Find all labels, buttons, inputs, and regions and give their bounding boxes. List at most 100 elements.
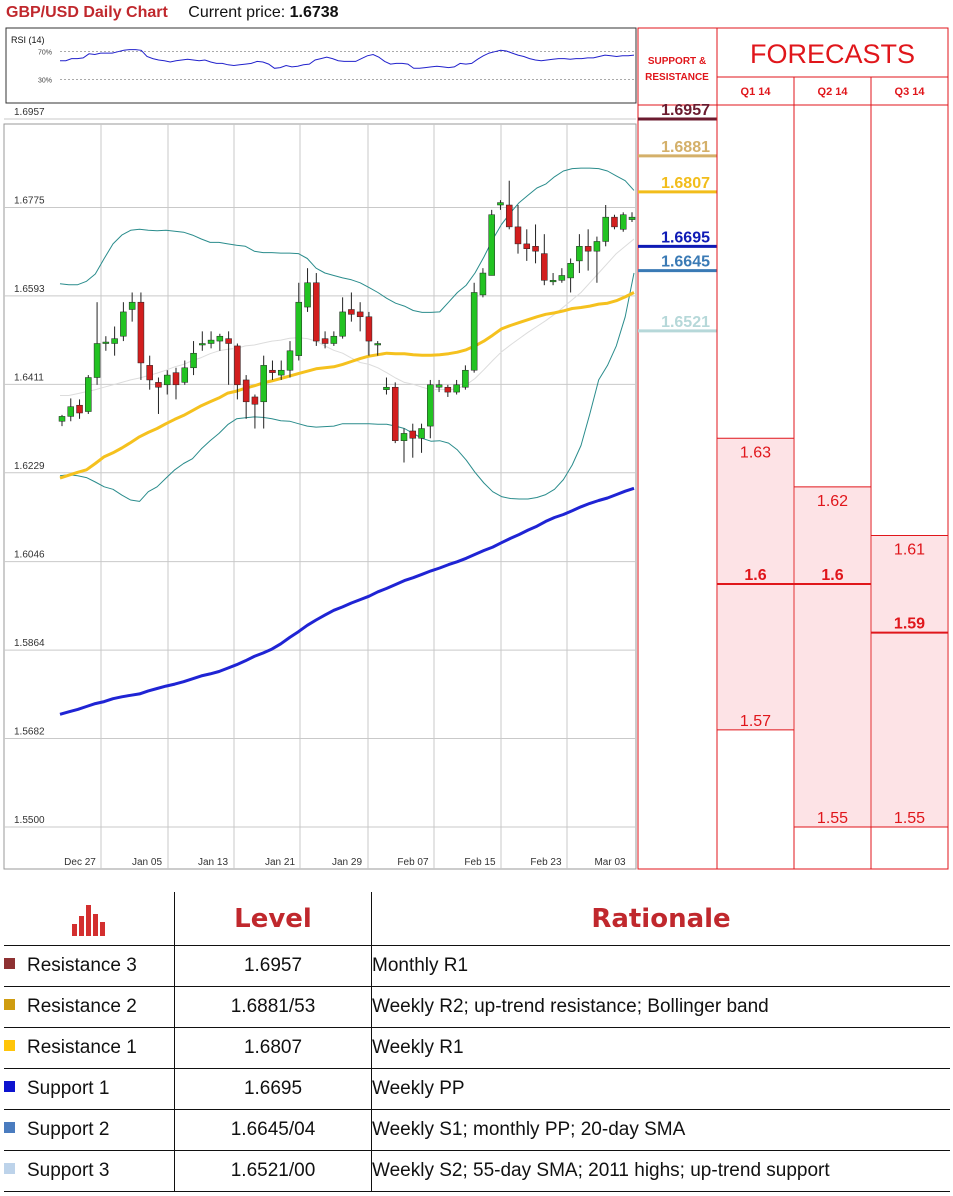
level-color-swatch [4,999,15,1011]
candle [453,379,460,395]
candle-body [163,374,171,386]
candle [216,333,224,351]
candle-body [181,367,189,383]
sma-grey-line [60,238,635,396]
candle-body [374,343,381,346]
candle [225,331,232,385]
candle [137,292,145,380]
x-tick-label: Jan 05 [132,857,162,868]
candle [549,273,557,286]
candle [286,341,294,378]
candle [558,268,566,283]
levels-table-row: Support 3 1.6521/00 Weekly S2; 55-day SMA;… [4,1150,950,1192]
x-tick-label: Jan 29 [332,857,362,868]
candle-body [514,226,522,245]
candle [593,236,601,283]
level-name: Resistance 1 [27,1037,137,1058]
candle [234,343,241,400]
candle-body [146,365,153,381]
candle [462,365,469,390]
candle [260,355,267,429]
level-rationale-cell: Weekly S2; 55-day SMA; 2011 highs; up-tr… [371,1150,950,1192]
candle [85,375,92,414]
candle [391,382,399,444]
candle-body [242,379,250,403]
candle [348,292,355,322]
sr-level-label: 1.6881 [661,139,710,156]
candle [523,229,531,261]
y-tick-label: 1.6957 [14,107,45,118]
candle [304,268,311,312]
candle-body [444,386,452,393]
level-color-swatch [4,1040,15,1052]
indicator-lines [59,167,635,716]
forecast-high-label: 1.62 [817,493,848,510]
level-rationale-cell: Weekly S1; monthly PP; 20-day SMA [371,1109,950,1151]
level-name-cell: Support 2 [4,1109,175,1151]
candle [602,205,609,247]
candle [146,355,153,390]
candle [181,360,189,385]
candle [172,367,180,400]
level-column-header: Level [174,892,372,946]
forecast-low-label: 1.55 [817,810,848,827]
x-tick-label: Feb 23 [530,857,562,868]
candle-body [111,338,118,344]
candle [111,326,118,356]
sr-level-label: 1.6807 [661,175,710,192]
candle-body [313,282,320,342]
candle-body [356,311,364,318]
rsi-level-label: 70% [38,50,52,57]
bollinger-lower-line [59,272,635,502]
x-tick-label: Feb 15 [464,857,496,868]
candle-body [67,406,75,417]
chart-title: GBP/USD Daily Chart [6,4,168,21]
candle-body [216,335,224,342]
candle [628,212,636,223]
candle-body [593,241,601,252]
candle-body [269,369,276,373]
candle [435,379,443,393]
candle [277,360,285,380]
candles [58,180,636,463]
candle-body [286,350,294,371]
levels-table: Level Rationale Resistance 3 1.6957 Monthl… [4,892,950,1192]
candle [514,205,522,254]
candle [67,398,75,422]
candle-body [207,339,215,344]
x-tick-label: Jan 13 [198,857,228,868]
levels-table-row: Support 1 1.6695 Weekly PP [4,1068,950,1110]
candle-body [128,301,136,310]
current-price-value: 1.6738 [289,4,339,21]
candle-body [348,309,355,315]
candle-body [602,216,609,242]
candle [313,273,320,346]
candle-body [172,372,180,386]
candle-body [418,428,425,439]
forecast-central-label: 1.6 [744,567,766,584]
candle-body [427,384,434,427]
candle-body [339,311,346,337]
candle-body [523,243,531,249]
candle-body [330,335,338,344]
forecast-quarter-label: Q2 14 [818,86,849,98]
level-rationale-cell: Monthly R1 [371,945,950,987]
candle [400,428,408,463]
candle-body [225,338,232,344]
level-name-cell: Resistance 3 [4,945,175,987]
forecast-low-label: 1.57 [740,713,771,730]
forecast-quarter-label: Q1 14 [741,86,772,98]
candle [269,360,276,380]
price-panel [3,123,637,870]
candle-body [85,377,92,412]
rsi-layer: RSI (14) 70% 30% [11,35,635,84]
candle [339,297,346,339]
candle [199,331,206,351]
rsi-panel [5,27,637,104]
candle-body [479,272,487,296]
candle [242,375,250,419]
candle-body [505,204,513,228]
candle [58,414,66,427]
sr-header-line2: RESISTANCE [645,72,709,83]
candle-body [462,369,469,388]
